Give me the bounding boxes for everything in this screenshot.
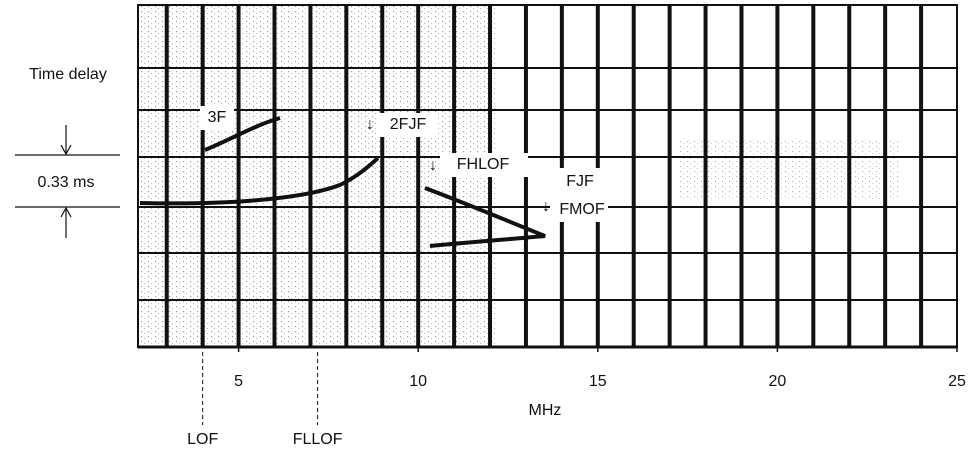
annotations: 3F ↓ 2FJF ↓ FHLOF FJF ↓ FMOF bbox=[200, 106, 608, 222]
x-tick-label: 15 bbox=[589, 373, 607, 390]
x-tick-label: 25 bbox=[948, 373, 966, 390]
arrow: ↓ bbox=[429, 157, 437, 174]
noise bbox=[680, 140, 900, 200]
annotation: 2FJF bbox=[390, 116, 427, 133]
noise bbox=[138, 5, 498, 347]
echo-traces bbox=[139, 116, 546, 248]
delay-scale: Time delay 0.33 ms bbox=[15, 66, 120, 238]
delay-label: Time delay bbox=[29, 66, 107, 83]
x-tick-label: 10 bbox=[409, 373, 427, 390]
annotation: FMOF bbox=[559, 201, 605, 218]
x-tick-label: 5 bbox=[234, 373, 243, 390]
arrow: ↓ bbox=[366, 116, 374, 133]
delay-step: 0.33 ms bbox=[38, 174, 95, 191]
annotation: 3F bbox=[208, 109, 227, 126]
annotation: FHLOF bbox=[457, 156, 510, 173]
x-tick-label: 20 bbox=[768, 373, 786, 390]
arrow: ↓ bbox=[542, 198, 550, 215]
annotation: FJF bbox=[566, 173, 594, 190]
marker-label: FLLOF bbox=[293, 431, 343, 448]
x-axis-label: MHz bbox=[529, 402, 562, 419]
marker-label: LOF bbox=[187, 431, 218, 448]
